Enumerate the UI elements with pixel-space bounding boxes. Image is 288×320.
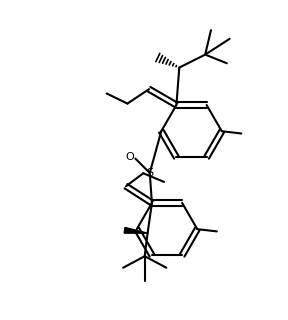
Text: S: S [146,168,153,178]
Polygon shape [124,228,147,233]
Text: O: O [126,152,134,162]
